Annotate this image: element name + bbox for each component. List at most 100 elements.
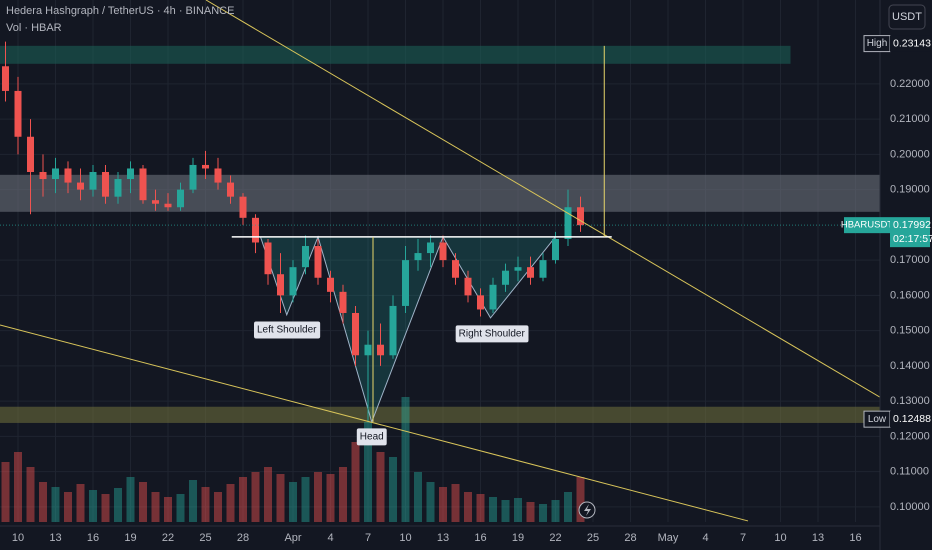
pattern-fill bbox=[260, 236, 556, 422]
volume-bar bbox=[276, 474, 285, 522]
x-tick-label: 16 bbox=[849, 532, 861, 544]
volume-bar bbox=[64, 492, 72, 522]
candle-body bbox=[427, 242, 434, 254]
zone bbox=[0, 174, 880, 212]
candle-body bbox=[189, 164, 197, 190]
x-tick-label: Apr bbox=[284, 532, 301, 544]
volume-bar bbox=[326, 474, 335, 522]
volume-bar bbox=[1, 462, 10, 522]
low-value: 0.12488 bbox=[893, 413, 931, 425]
volume-bar bbox=[239, 477, 247, 522]
candle-body bbox=[239, 196, 247, 218]
last-value-box bbox=[890, 217, 930, 248]
x-tick-label: 25 bbox=[199, 532, 211, 544]
x-tick-label: 10 bbox=[12, 532, 24, 544]
candle-body bbox=[502, 270, 509, 285]
volume-bar bbox=[251, 472, 260, 522]
currency-button[interactable] bbox=[888, 4, 926, 30]
volume-bar bbox=[164, 497, 172, 522]
candle-body bbox=[477, 295, 484, 310]
candle-body bbox=[139, 168, 147, 201]
candle-body bbox=[452, 260, 459, 278]
volume-bar bbox=[389, 457, 397, 522]
volume-bar bbox=[564, 492, 572, 522]
volume-bar bbox=[14, 452, 22, 522]
volume-bar bbox=[526, 502, 535, 522]
candle-body bbox=[14, 90, 22, 137]
candle-body bbox=[414, 253, 422, 261]
x-tick-label: 22 bbox=[162, 532, 174, 544]
volume-bar bbox=[289, 482, 297, 522]
candle-body bbox=[464, 277, 472, 296]
candle-body bbox=[214, 168, 222, 183]
x-tick-label: 19 bbox=[512, 532, 524, 544]
volume-bar bbox=[364, 422, 372, 522]
candle-body bbox=[102, 172, 109, 197]
x-tick-label: 22 bbox=[549, 532, 561, 544]
volume-bar bbox=[139, 482, 147, 522]
y-tick-label: 0.17000 bbox=[890, 254, 930, 266]
x-tick-label: 28 bbox=[237, 532, 249, 544]
x-tick-label: 13 bbox=[437, 532, 449, 544]
candle-body bbox=[327, 277, 334, 292]
candle-body bbox=[577, 207, 584, 226]
low-value-box bbox=[890, 411, 930, 428]
volume-bar bbox=[314, 472, 322, 522]
volume-bar bbox=[376, 452, 385, 522]
currency-label[interactable]: USDT bbox=[892, 11, 922, 23]
y-tick-label: 0.12000 bbox=[890, 430, 930, 442]
volume-bar bbox=[301, 477, 310, 522]
x-tick-label: 4 bbox=[327, 532, 333, 544]
volume-bar bbox=[101, 494, 110, 522]
x-tick-label: 7 bbox=[365, 532, 371, 544]
candle-body bbox=[402, 260, 409, 306]
candle-body bbox=[227, 182, 234, 197]
candle-body bbox=[514, 267, 522, 271]
candle-body bbox=[527, 267, 534, 278]
x-tick-label: 4 bbox=[702, 532, 708, 544]
volume-bar bbox=[451, 484, 460, 522]
volume-bar bbox=[501, 500, 510, 522]
volume-bar bbox=[489, 497, 497, 522]
volume-bar bbox=[39, 482, 47, 522]
candle-body bbox=[77, 182, 84, 190]
high-value-box bbox=[890, 35, 930, 52]
volume-bar bbox=[26, 467, 35, 522]
volume-bar bbox=[51, 487, 60, 522]
zone bbox=[0, 406, 880, 423]
last-name: HBARUSDT bbox=[841, 220, 893, 231]
candle-body bbox=[377, 344, 384, 356]
low-name: Low bbox=[868, 414, 887, 425]
candle-body bbox=[302, 246, 309, 268]
countdown: 02:17:57 bbox=[893, 233, 932, 245]
volume-bar bbox=[201, 487, 210, 522]
candle-body bbox=[164, 203, 172, 208]
volume-bar bbox=[514, 498, 522, 522]
x-tick-label: 7 bbox=[740, 532, 746, 544]
volume-bar bbox=[89, 490, 97, 522]
annotation-label: Right Shoulder bbox=[459, 328, 526, 339]
volume-bar bbox=[351, 442, 360, 522]
volume-bar bbox=[551, 500, 560, 522]
volume-bar bbox=[214, 492, 222, 522]
candle-body bbox=[89, 172, 97, 190]
candle-body bbox=[564, 207, 572, 239]
candle-body bbox=[202, 164, 209, 169]
y-tick-label: 0.22000 bbox=[890, 78, 930, 90]
last-name-box bbox=[844, 217, 890, 234]
candle-body bbox=[539, 260, 547, 278]
y-tick-label: 0.11000 bbox=[890, 466, 929, 478]
volume-bar bbox=[539, 504, 547, 522]
lightning-glyph bbox=[584, 504, 591, 516]
x-tick-label: 13 bbox=[49, 532, 61, 544]
candle-body bbox=[552, 238, 559, 261]
candle-body bbox=[177, 189, 184, 208]
candle-body bbox=[289, 267, 297, 296]
candle-body bbox=[339, 291, 347, 313]
annotation-line bbox=[0, 324, 749, 522]
candle-body bbox=[277, 274, 284, 296]
volume-bar bbox=[114, 488, 122, 522]
